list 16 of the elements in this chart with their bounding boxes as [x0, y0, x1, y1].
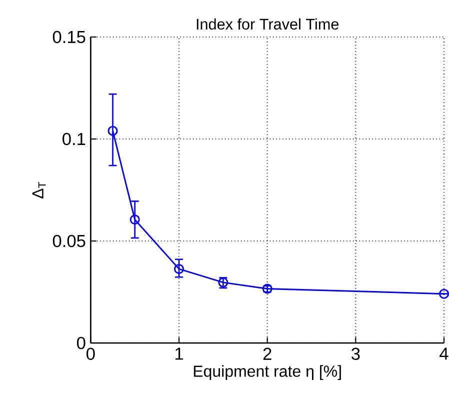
y-axis-title: Δ$_{T}$ — [32, 182, 46, 198]
x-axis-title: Equipment rate η [%] — [194, 365, 341, 380]
y-tick-label: 0.05 — [52, 234, 86, 248]
point — [130, 214, 140, 225]
x-tick-label: 4 — [440, 348, 448, 360]
point — [174, 264, 184, 274]
x-tick-label: 3 — [352, 348, 360, 360]
y-tick-label: 0 — [76, 336, 86, 350]
chart-title: Index for Travel Time — [196, 18, 339, 30]
y-tick-label: 0.1 — [62, 132, 86, 146]
point — [108, 126, 118, 136]
x-tick-label: 2 — [263, 348, 272, 360]
x-tick-label: 1 — [176, 348, 183, 360]
y-tick-label: 0.15 — [52, 30, 86, 44]
point — [439, 288, 449, 299]
x-tick-label: 0 — [86, 348, 95, 360]
